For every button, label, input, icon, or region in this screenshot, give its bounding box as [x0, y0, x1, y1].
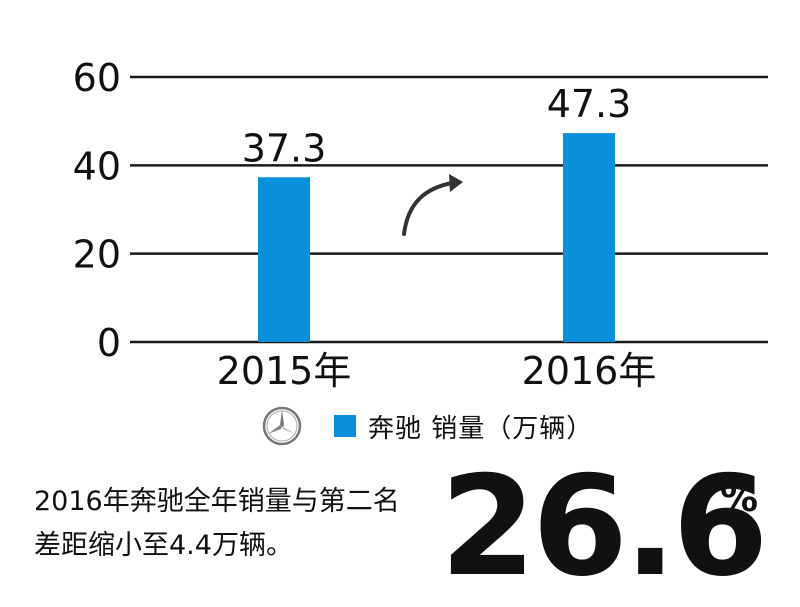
labels: 0 20 40 60 37.3 2015年 47.3 2016年: [73, 56, 657, 393]
bar: [258, 177, 310, 342]
gridlines: [130, 75, 768, 344]
growth-unit: %: [720, 476, 759, 520]
bar-value-label: 47.3: [547, 82, 632, 126]
y-tick-label: 60: [73, 56, 121, 100]
y-tick-label: 0: [97, 321, 121, 365]
caption-line-2: 差距缩小至4.4万辆。: [34, 530, 293, 561]
x-category-label: 2015年: [217, 349, 352, 393]
y-tick-label: 20: [73, 233, 121, 277]
y-tick-label: 40: [73, 144, 121, 188]
bar: [563, 133, 615, 342]
bar-chart: 0 20 40 60 37.3 2015年 47.3 2016年: [73, 56, 768, 393]
legend-swatch: [334, 415, 356, 437]
legend: 奔驰 销量（万辆）: [262, 404, 593, 448]
caption: 2016年奔驰全年销量与第二名 差距缩小至4.4万辆。: [34, 480, 444, 568]
curved-up-arrow-icon: [402, 174, 463, 236]
x-category-label: 2016年: [522, 349, 657, 393]
bars: [258, 133, 615, 342]
growth-stat: 26.6: [440, 446, 768, 607]
mercedes-star-icon: [262, 406, 302, 446]
legend-label: 奔驰 销量（万辆）: [368, 413, 594, 444]
bar-value-label: 37.3: [242, 126, 327, 170]
caption-line-1: 2016年奔驰全年销量与第二名: [34, 486, 400, 517]
